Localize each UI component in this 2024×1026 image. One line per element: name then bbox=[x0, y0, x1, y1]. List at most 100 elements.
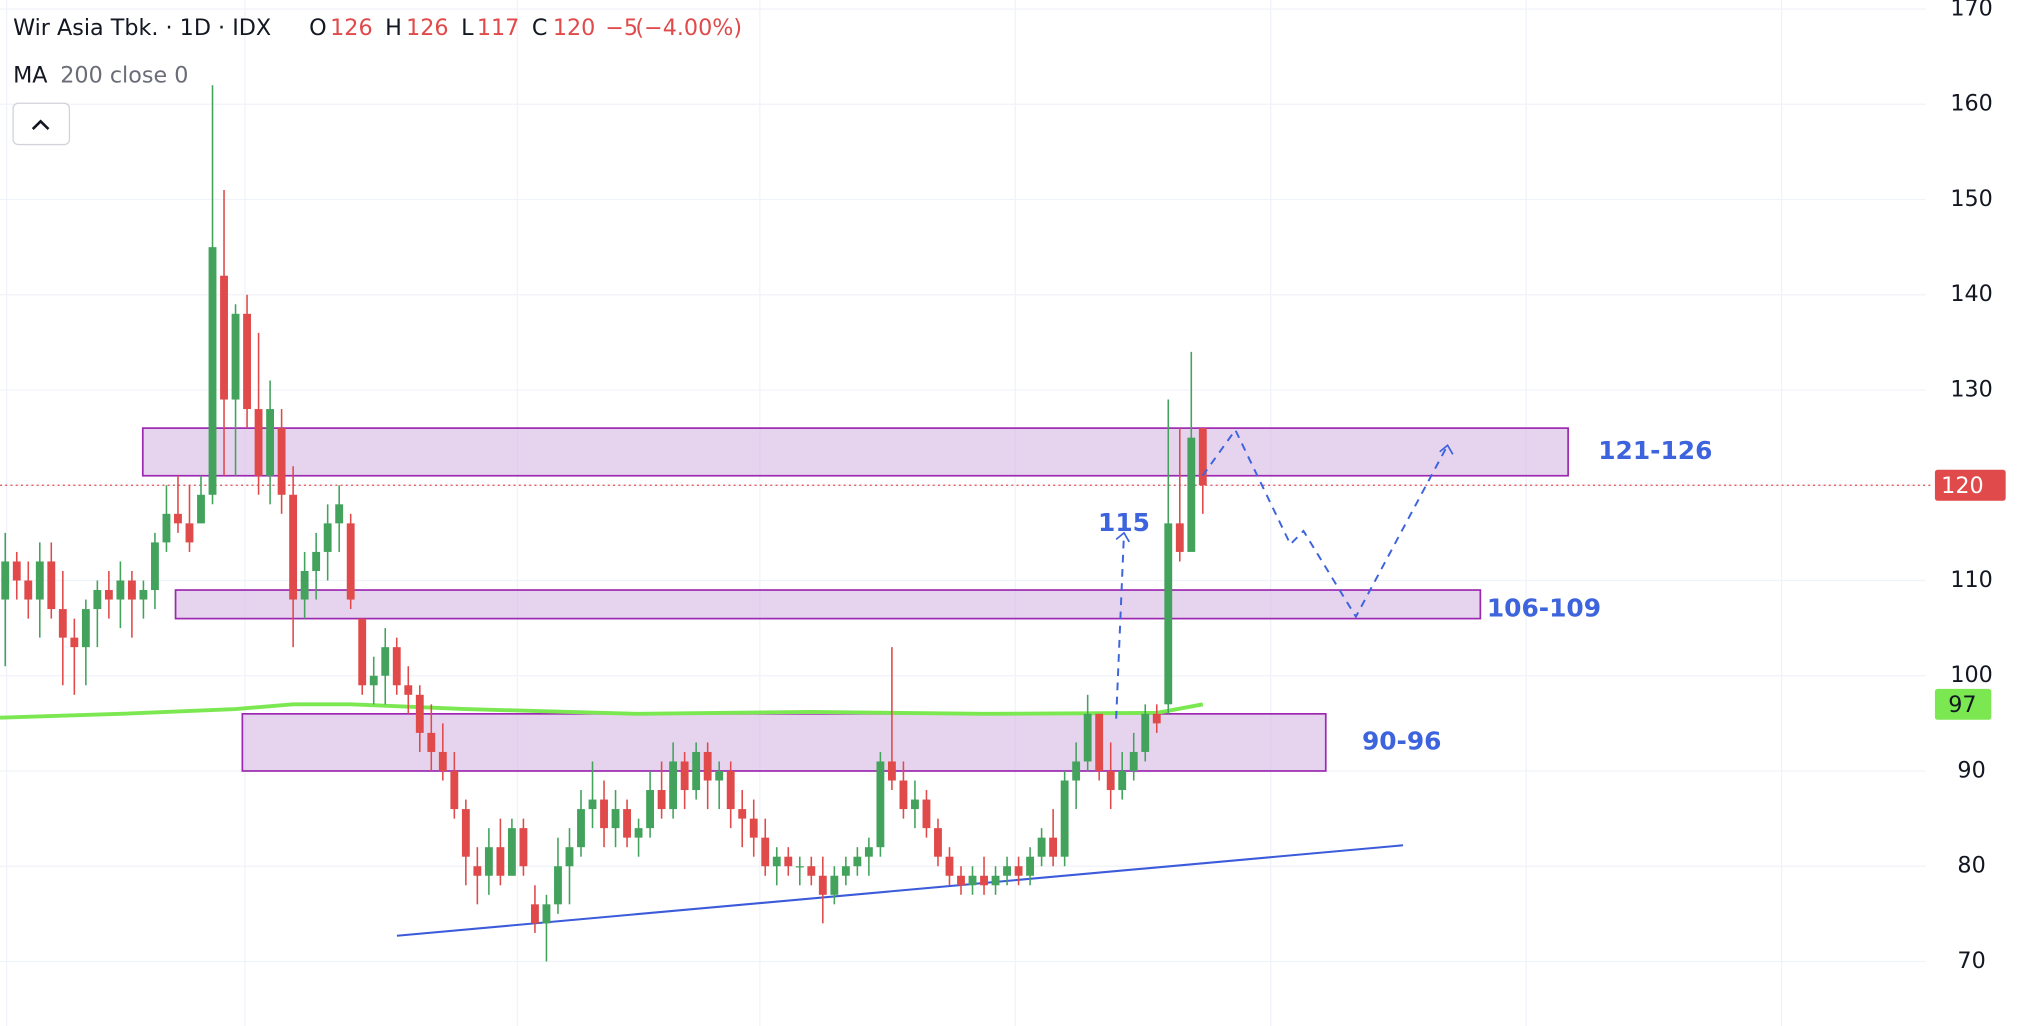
candle-body bbox=[507, 828, 516, 876]
candle-body bbox=[312, 551, 321, 571]
candle-body bbox=[1060, 780, 1069, 857]
candle-body bbox=[1049, 837, 1058, 857]
candle-body bbox=[1106, 770, 1115, 791]
zone bbox=[141, 427, 1569, 477]
candle-body bbox=[323, 523, 332, 552]
candle-body bbox=[600, 799, 608, 829]
candle-body bbox=[531, 904, 539, 924]
candle-body bbox=[1037, 837, 1046, 857]
zone-label: 106-109 bbox=[1487, 594, 1601, 623]
candle-body bbox=[1003, 866, 1011, 876]
candle-body bbox=[461, 809, 470, 857]
candle-body bbox=[162, 513, 171, 543]
price-label: 120 bbox=[1941, 473, 1983, 499]
candle-body bbox=[1141, 713, 1150, 752]
ohlc-value: 117 bbox=[477, 15, 519, 41]
candle-body bbox=[381, 647, 390, 676]
button-box[interactable] bbox=[12, 102, 71, 146]
candle-body bbox=[174, 513, 182, 524]
chevron-icon bbox=[31, 119, 50, 130]
candle-body bbox=[669, 761, 678, 810]
candle-body bbox=[1175, 523, 1184, 552]
candle-body bbox=[588, 799, 597, 810]
candle-body bbox=[1, 561, 10, 600]
candle-body bbox=[565, 847, 574, 867]
collapse-button[interactable] bbox=[12, 102, 71, 146]
candle-body bbox=[300, 570, 309, 600]
projection-path bbox=[1201, 428, 1449, 619]
candle-body bbox=[404, 685, 413, 695]
candle-body bbox=[1152, 713, 1161, 724]
zone-label: 90-96 bbox=[1362, 727, 1442, 756]
candle-body bbox=[427, 732, 436, 752]
plot: 70 80 90 100 110 120 130 140 150 160 170 121-126 106… bbox=[0, 0, 2006, 974]
candle-body bbox=[738, 809, 747, 819]
y-tick-label: 80 bbox=[1957, 853, 1985, 879]
arrow-head bbox=[1439, 443, 1454, 455]
candle-body bbox=[185, 523, 194, 543]
candle-body bbox=[1014, 866, 1023, 876]
candle-body bbox=[772, 856, 781, 867]
candle-body bbox=[231, 313, 240, 400]
candle-body bbox=[484, 847, 493, 876]
y-tick-label: 140 bbox=[1950, 281, 1992, 307]
y-tick-label: 90 bbox=[1957, 758, 1985, 784]
candle-body bbox=[496, 847, 505, 876]
y-tick-label: 130 bbox=[1950, 377, 1992, 403]
candle-body bbox=[542, 904, 551, 924]
change-pct: (−4.00%) bbox=[635, 15, 742, 41]
candle-body bbox=[692, 751, 701, 791]
ohlc-value: 126 bbox=[406, 15, 448, 41]
candle-body bbox=[876, 761, 885, 848]
candle-body bbox=[220, 275, 228, 400]
candle-body bbox=[151, 542, 159, 591]
candle-body bbox=[1129, 751, 1138, 771]
candle-body bbox=[577, 809, 585, 848]
candle-body bbox=[519, 828, 528, 867]
candle-body bbox=[703, 751, 712, 781]
candle-body bbox=[1187, 437, 1196, 552]
candle-body bbox=[58, 609, 67, 638]
candle-body bbox=[289, 494, 298, 600]
candle-body bbox=[554, 866, 562, 905]
candle-body bbox=[369, 675, 378, 686]
candle-body bbox=[1095, 713, 1104, 771]
candle-body bbox=[1083, 713, 1092, 762]
candle-body bbox=[934, 828, 942, 857]
candle-body bbox=[266, 409, 275, 476]
candle-body bbox=[991, 875, 1000, 886]
candle-body bbox=[1026, 856, 1035, 876]
candle-body bbox=[1118, 770, 1127, 791]
candle-body bbox=[438, 751, 447, 771]
candle-body bbox=[1072, 761, 1081, 781]
candle-body bbox=[749, 818, 758, 838]
candle-body bbox=[945, 856, 954, 876]
candle-body bbox=[611, 809, 620, 829]
candle-body bbox=[864, 847, 873, 857]
candle-body bbox=[70, 637, 79, 648]
candle-body bbox=[922, 799, 931, 829]
arrow-head bbox=[1115, 531, 1130, 543]
y-tick-label: 100 bbox=[1950, 662, 1992, 688]
price-label-box bbox=[1934, 688, 1992, 720]
candle-body bbox=[346, 523, 355, 600]
candle-body bbox=[853, 856, 862, 867]
zone bbox=[174, 589, 1482, 620]
y-tick-label: 70 bbox=[1957, 948, 1985, 974]
candle-body bbox=[358, 618, 367, 686]
candle-body bbox=[818, 875, 827, 895]
y-tick-label: 170 bbox=[1950, 0, 1992, 21]
candle-body bbox=[277, 428, 286, 495]
ma-line bbox=[0, 702, 1204, 720]
candle-body bbox=[254, 409, 263, 476]
candle-body bbox=[473, 866, 482, 876]
candle-body bbox=[830, 875, 839, 895]
ohlc-key: C bbox=[532, 15, 548, 41]
candle-body bbox=[116, 580, 125, 600]
y-tick-label: 160 bbox=[1950, 91, 1992, 117]
candle-body bbox=[841, 866, 850, 876]
price-label: 97 bbox=[1948, 692, 1976, 718]
candle-body bbox=[47, 561, 56, 610]
